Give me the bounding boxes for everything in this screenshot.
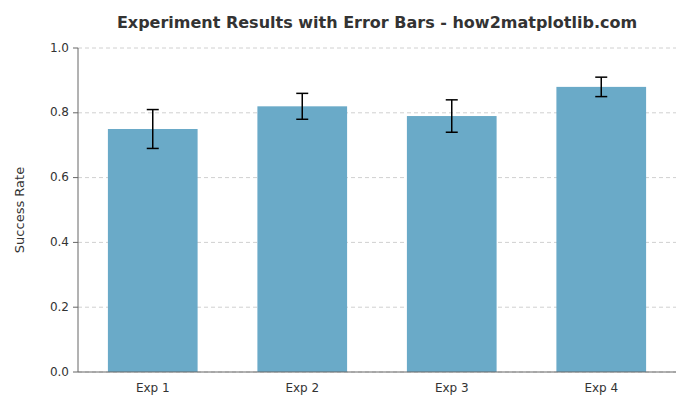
category-label: Exp 2 [285,381,319,395]
bar [257,106,347,372]
title: Experiment Results with Error Bars - how… [117,13,637,32]
x-axis-line [78,372,676,373]
grid-line [78,372,676,373]
bar [407,116,497,372]
category-label: Exp 3 [435,381,469,395]
tick-label: 0.4 [50,235,69,249]
tick-label: 0.8 [50,105,69,119]
error-bar [147,110,159,149]
tick-label: 0.2 [50,300,69,314]
error-bar [595,77,607,96]
tick-label: 1.0 [50,41,69,55]
tick-mark [73,112,78,113]
chart-container: 0.0 0.2 0.4 0.6 0.8 1.0 Exp 1 Exp 2 Exp 3 Exp 4 Su… [0,0,700,420]
error-bar [296,93,308,119]
grid-line [78,48,676,49]
bars [108,77,646,372]
bar [108,129,198,372]
category-label: Exp 4 [584,381,618,395]
y-axis-line [78,48,79,372]
tick-mark [73,242,78,243]
tick-mark [73,372,78,373]
chart: 0.0 0.2 0.4 0.6 0.8 1.0 Exp 1 Exp 2 Exp 3 Exp 4 Su… [0,0,700,420]
tick-mark [73,307,78,308]
x-axis: Exp 1 Exp 2 Exp 3 Exp 4 [136,381,618,395]
y-axis-title: Success Rate [12,167,27,253]
y-axis: 0.0 0.2 0.4 0.6 0.8 1.0 [50,41,78,379]
tick-mark [73,48,78,49]
tick-mark [73,177,78,178]
grid [78,48,676,372]
category-label: Exp 1 [136,381,170,395]
tick-label: 0.6 [50,170,69,184]
error-bar [446,100,458,132]
bar [556,87,646,372]
tick-label: 0.0 [50,365,69,379]
